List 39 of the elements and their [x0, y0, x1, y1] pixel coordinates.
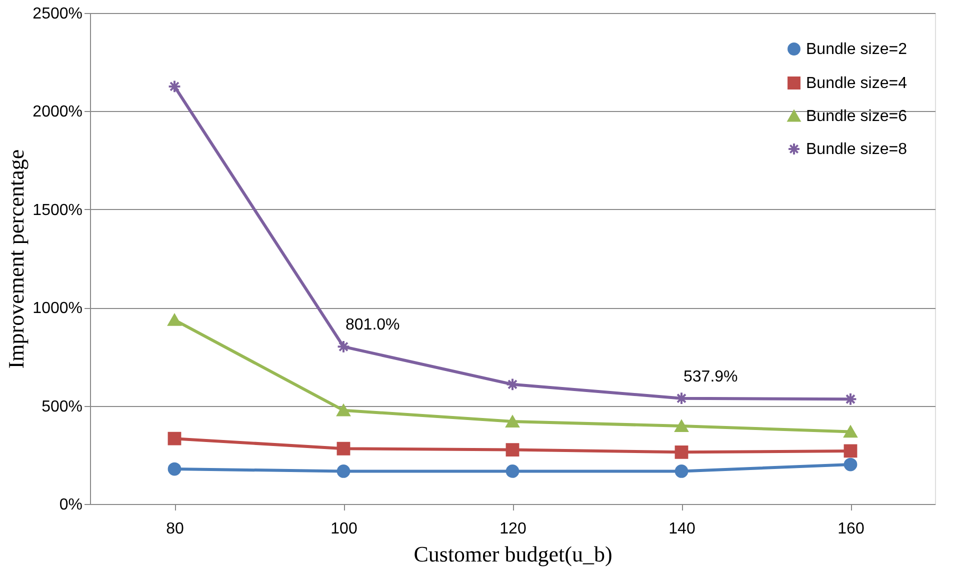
- point: [168, 80, 182, 94]
- point: [168, 462, 182, 476]
- legend-label: Bundle size=8: [806, 141, 908, 158]
- point: [674, 392, 688, 406]
- y-tick-label: 0%: [59, 496, 82, 514]
- x-axis-title: Customer budget(u_b): [414, 542, 612, 566]
- point: [674, 445, 688, 459]
- legend-label: Bundle size=2: [806, 41, 908, 58]
- x-tick-label: 80: [166, 520, 184, 538]
- y-tick-label: 2500%: [32, 6, 82, 22]
- y-tick-label: 500%: [42, 398, 82, 416]
- legend-label: Bundle size=6: [806, 108, 908, 125]
- point: [336, 340, 350, 354]
- annotation: 801.0%: [346, 316, 400, 334]
- point: [506, 378, 520, 392]
- y-axis-title: Improvement percentage: [4, 149, 29, 369]
- point: [336, 464, 350, 478]
- point: [168, 432, 182, 446]
- point: [506, 416, 520, 428]
- point: [674, 420, 688, 432]
- annotation: 537.9%: [684, 368, 738, 386]
- y-tick-label: 1000%: [32, 300, 82, 318]
- y-tick-label: 1500%: [32, 202, 82, 219]
- y-tick-label: 2000%: [32, 104, 82, 121]
- point: [336, 404, 350, 416]
- point: [506, 464, 520, 478]
- point: [506, 443, 520, 456]
- x-tick-label: 160: [838, 520, 864, 538]
- x-tick-label: 140: [668, 520, 696, 538]
- x-tick-label: 120: [500, 520, 526, 538]
- point: [674, 464, 688, 478]
- point: [844, 392, 858, 406]
- point: [844, 458, 858, 472]
- point: [168, 314, 182, 326]
- point: [336, 442, 350, 456]
- legend-label: Bundle size=4: [806, 75, 908, 92]
- x-tick-label: 100: [330, 520, 358, 538]
- point: [844, 426, 858, 438]
- point: [844, 444, 858, 458]
